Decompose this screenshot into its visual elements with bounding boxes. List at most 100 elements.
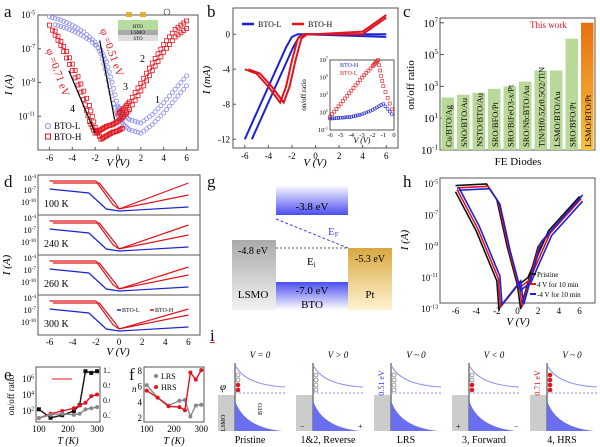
data-point-bto-l	[67, 21, 72, 27]
inset-data-point	[345, 94, 349, 98]
barrier-label: 0.51 eV	[377, 370, 386, 396]
legend-marker-bto-h	[45, 133, 51, 140]
legend-label-bto-h: BTO-H	[54, 132, 82, 142]
y-tick-label: 10-9	[21, 78, 35, 88]
y-axis-label: on/off ratio	[405, 60, 417, 110]
x-axis-label: V (V)	[506, 316, 530, 328]
lsmo-label: LSMO	[238, 289, 269, 301]
panel-h-chart: -6 -4 -2 0 2 4 6 10-5 10-7 10-9 10-11 10-13 V (V) I…	[400, 177, 596, 328]
inset-data-point	[364, 110, 369, 115]
legend-label-bto-h: BTO-H	[308, 20, 333, 29]
inset-data-point	[347, 91, 351, 96]
inset-data-point	[353, 114, 358, 118]
y-axis-label: I (A)	[3, 74, 15, 96]
x-axis-label: T (K)	[57, 436, 79, 447]
data-point	[182, 408, 187, 413]
data-point-bto-l	[125, 126, 131, 131]
series-line-bto-h	[53, 302, 189, 330]
inset-electrode	[126, 12, 132, 17]
inset-data-point	[341, 115, 345, 120]
series-line-bto-h	[49, 220, 189, 250]
data-point-bto-l	[49, 15, 55, 20]
x-tick-label: -4	[69, 153, 77, 163]
lsmo-region	[530, 395, 547, 431]
data-point-bto-l	[109, 79, 115, 85]
inset-label-sto: STO	[133, 37, 143, 42]
data-point-bto-h	[67, 55, 72, 61]
data-point	[83, 407, 88, 412]
data-point	[77, 403, 82, 408]
legend-label: LRS	[161, 372, 176, 381]
data-point-bto-h	[91, 119, 97, 125]
inset-data-point	[387, 109, 392, 114]
y-tick-label: 106	[22, 374, 34, 384]
data-point-bto-h	[161, 42, 167, 47]
y-tick-label: -4	[223, 64, 231, 74]
lsmo-label: LSMO	[221, 414, 227, 431]
data-point-bto-h	[115, 118, 121, 124]
barrier-curve	[234, 364, 286, 388]
trap-state	[313, 387, 319, 393]
data-point-bto-h	[61, 43, 67, 49]
data-point-bto-h	[129, 102, 135, 108]
legend-marker-bto-l	[45, 123, 51, 129]
inset-data-point	[338, 115, 343, 120]
y-axis-label: I (A)	[1, 254, 13, 276]
trap-state	[391, 377, 397, 383]
y-tick-label: 10-10	[21, 318, 36, 327]
inset-data-point	[338, 101, 343, 106]
y-tick-label: 8	[138, 366, 143, 376]
series-line-bto-h	[53, 222, 189, 250]
data-point	[83, 400, 88, 405]
bar-SNO/BTO/Au	[457, 94, 470, 150]
data-point-bto-h	[135, 93, 141, 98]
y-tick-label: 10-7	[24, 186, 37, 195]
y-tick-label: 10-7	[24, 226, 37, 235]
bar-label: SRO/Nb:BTO/Au	[521, 85, 531, 147]
plot-frame	[35, 366, 101, 423]
data-point	[36, 416, 41, 421]
series-line-bto-l	[243, 33, 387, 140]
data-point-bto-l	[58, 17, 64, 23]
data-point	[166, 404, 171, 409]
series-line-bto-l	[49, 308, 189, 332]
data-point-bto-l	[87, 37, 92, 43]
y-axis-label: on/off ratio	[6, 374, 16, 415]
legend-label: 4 V for 10 min	[537, 281, 579, 289]
data-point-bto-l	[89, 40, 95, 45]
trap-state	[391, 382, 397, 388]
inset-y-tick-label: 10-1	[318, 125, 328, 134]
x-tick-label: -6	[452, 306, 460, 316]
data-point-bto-h	[158, 46, 164, 52]
temperature-label: 240 K	[44, 239, 70, 250]
y-tick-label: 0	[226, 29, 231, 39]
inset-data-point	[332, 109, 337, 114]
series-line	[38, 370, 98, 419]
y-tick-label: 101	[423, 112, 438, 125]
depletion-region	[547, 400, 594, 431]
trap-state	[313, 382, 319, 388]
data-point-bto-l	[114, 98, 119, 104]
data-point-bto-h	[149, 68, 155, 74]
bar-label: SRO/BFO/Pt	[567, 101, 577, 147]
data-point	[144, 388, 149, 393]
bar-NSTO/BTO/Au	[472, 92, 485, 150]
y-right-tick-label: 0.6	[103, 396, 110, 405]
inset-y-tick-label: 101	[319, 108, 328, 117]
x-tick-label: -6	[46, 337, 54, 347]
inset-data-point	[366, 68, 371, 73]
data-point-bto-l	[158, 103, 164, 109]
data-point-bto-l	[161, 100, 167, 106]
series-line--4 V for 10 min	[458, 187, 584, 292]
inset-data-point	[345, 115, 349, 120]
x-tick-label: 4	[163, 337, 168, 347]
data-point	[71, 406, 76, 411]
legend-label-bto-h: BTO-H	[155, 308, 174, 314]
inset-y-tick-label: 107	[319, 55, 328, 64]
data-point	[155, 395, 160, 400]
data-point	[89, 394, 94, 399]
panel-d-chart: 10-4 10-7 10-10 100 K 10-4 10-7 10-10 240 K 10-4…	[1, 174, 201, 358]
data-point	[89, 406, 94, 411]
data-point-bto-l	[184, 83, 189, 89]
temperature-label: 100 K	[44, 199, 70, 210]
